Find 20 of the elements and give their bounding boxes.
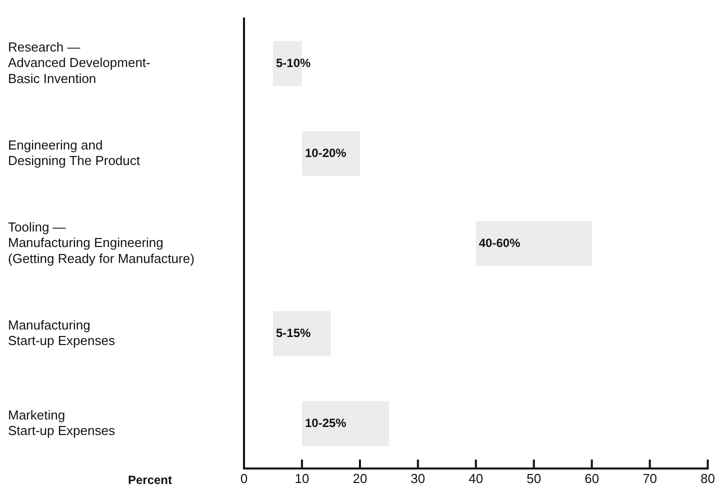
x-tick-label: 60 [584,470,600,486]
x-tick-label: 0 [240,470,248,486]
x-tick-label: 50 [526,470,542,486]
y-tick-label: Manufacturing Start-up Expenses [8,317,116,348]
y-tick-label: Tooling — Manufacturing Engineering (Getting Ready for Manufacture) [8,220,194,266]
y-tick-label: Engineering and Designing The Product [8,137,140,168]
annotation: 5-15% [276,326,312,340]
annotation: 5-10% [276,56,312,70]
y-tick-label: Research — Advanced Development- Basic Invention [8,40,150,86]
x-tick-label: 40 [468,470,484,486]
y-tick-label: Marketing Start-up Expenses [8,407,116,438]
annotation: 10-25% [304,416,347,430]
x-axis-title: Percent [128,472,172,487]
annotation: 10-20% [304,146,347,160]
x-tick-label: 10 [294,470,310,486]
x-tick-label: 70 [642,470,658,486]
x-tick-label: 80 [700,470,716,486]
x-tick-label: 20 [352,470,368,486]
annotation: 40-60% [478,236,521,250]
x-tick-label: 30 [410,470,426,486]
